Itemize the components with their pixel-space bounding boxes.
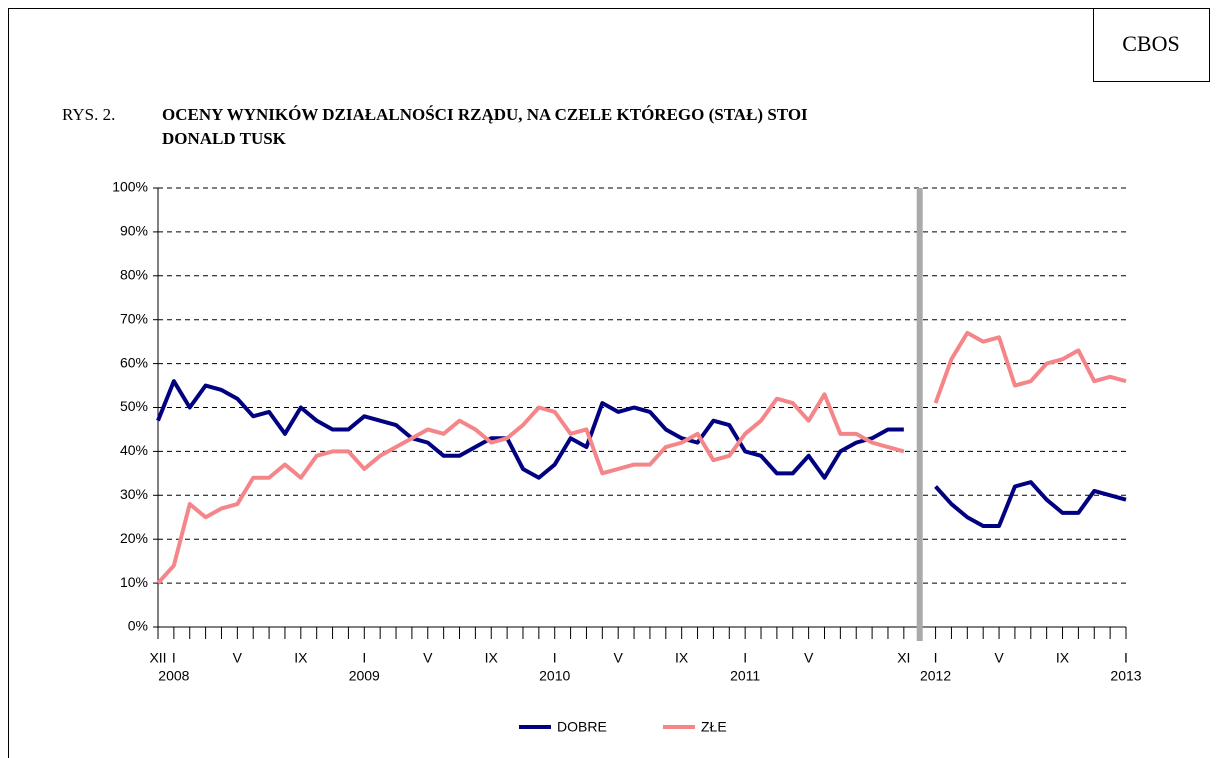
- corner-label: CBOS: [1122, 31, 1179, 56]
- series-line: [156, 379, 1127, 529]
- y-tick-label: 10%: [120, 574, 148, 590]
- y-tick-label: 30%: [120, 486, 148, 502]
- x-tick-label: V: [994, 650, 1004, 666]
- x-year-label: 2013: [1110, 668, 1141, 684]
- y-tick-label: 20%: [120, 530, 148, 546]
- x-tick-label: IX: [675, 650, 689, 666]
- y-tick-label: 50%: [120, 398, 148, 414]
- x-tick-label: I: [934, 650, 938, 666]
- y-tick-label: 70%: [120, 310, 148, 326]
- x-year-label: 2012: [920, 668, 951, 684]
- x-tick-label: I: [362, 650, 366, 666]
- y-tick-label: 0%: [128, 618, 148, 634]
- x-tick-label: I: [743, 650, 747, 666]
- x-tick-label: IX: [294, 650, 308, 666]
- x-tick-label: XI: [897, 650, 910, 666]
- separator: [916, 188, 923, 641]
- legend-label: ZŁE: [701, 719, 727, 735]
- legend-label: DOBRE: [557, 719, 607, 735]
- x-tick-label: V: [804, 650, 814, 666]
- x-tick-label: V: [233, 650, 243, 666]
- y-tick-label: 100%: [112, 179, 148, 195]
- x-tick-label: I: [553, 650, 557, 666]
- x-year-label: 2009: [349, 668, 380, 684]
- y-tick-label: 60%: [120, 354, 148, 370]
- x-tick-label: V: [423, 650, 433, 666]
- y-tick-label: 80%: [120, 267, 148, 283]
- x-tick-label: IX: [485, 650, 499, 666]
- x-tick-label: XII: [149, 650, 166, 666]
- figure-label: RYS. 2.: [62, 105, 115, 124]
- chart-title: DONALD TUSK: [162, 129, 287, 148]
- series-line: [156, 330, 1127, 585]
- x-tick-label: I: [1124, 650, 1128, 666]
- x-year-label: 2008: [158, 668, 189, 684]
- y-tick-label: 90%: [120, 223, 148, 239]
- x-tick-label: I: [172, 650, 176, 666]
- y-tick-label: 40%: [120, 442, 148, 458]
- chart-title: OCENY WYNIKÓW DZIAŁALNOŚCI RZĄDU, NA CZE…: [162, 105, 808, 124]
- x-year-label: 2010: [539, 668, 570, 684]
- corner-box: [1093, 8, 1210, 82]
- x-tick-label: IX: [1056, 650, 1070, 666]
- x-tick-label: V: [614, 650, 624, 666]
- x-year-label: 2011: [730, 668, 760, 684]
